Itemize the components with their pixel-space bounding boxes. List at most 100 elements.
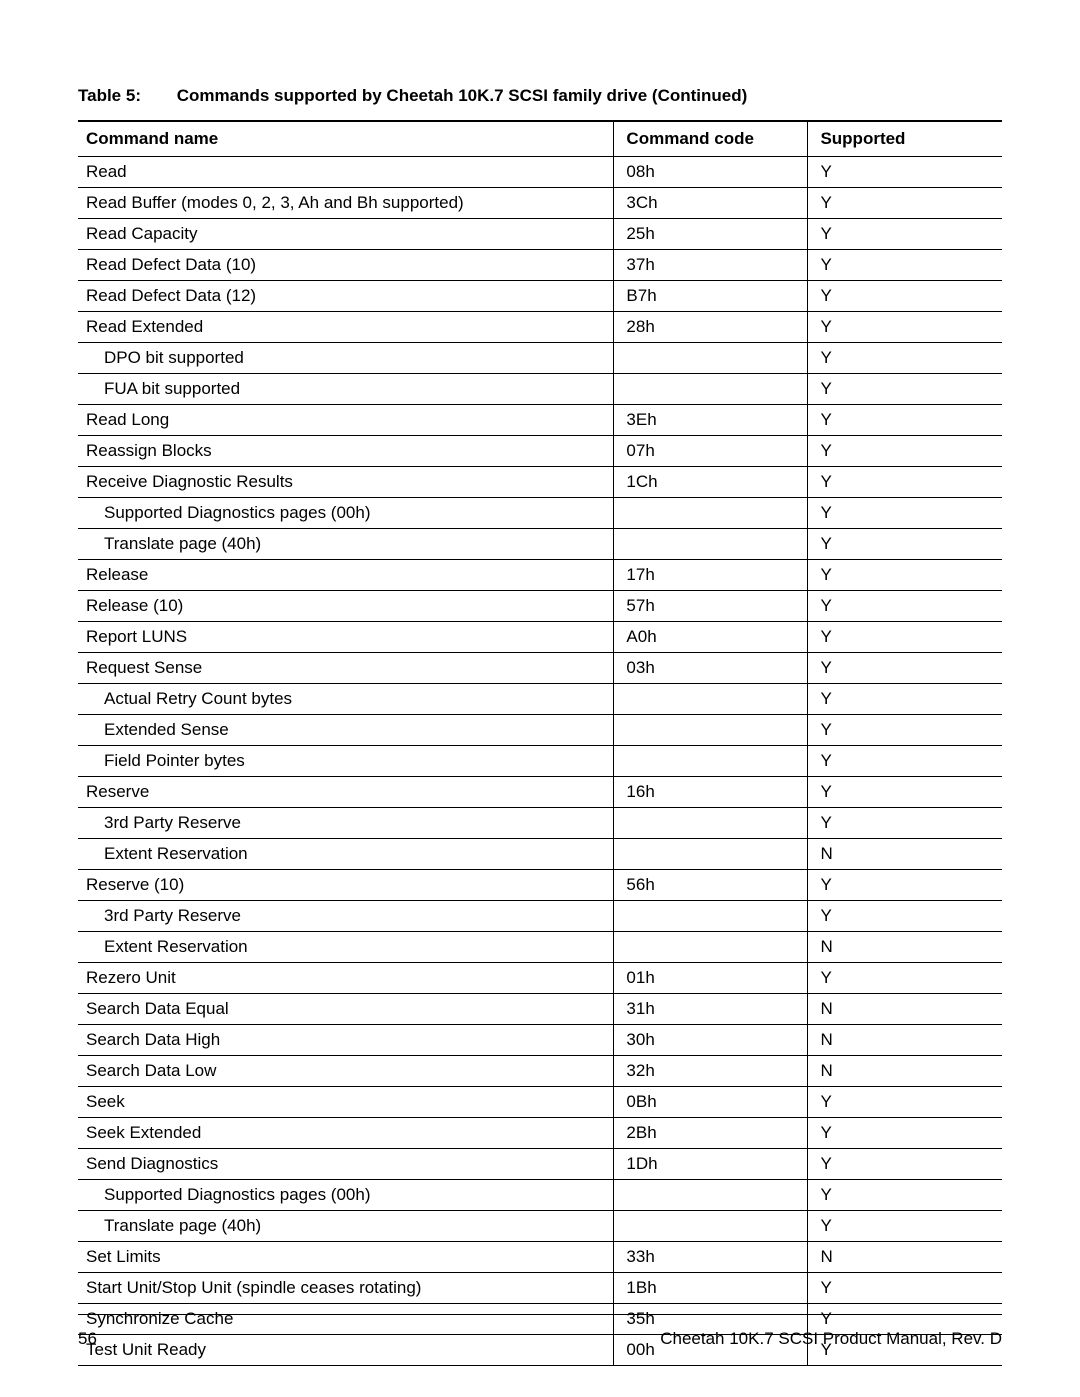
table-row: Supported Diagnostics pages (00h) Y	[78, 1180, 1002, 1211]
cell-command-code: 1Ch	[614, 467, 808, 498]
cell-command-code	[614, 1211, 808, 1242]
cell-command-name: Release	[78, 560, 614, 591]
table-row: DPO bit supportedY	[78, 343, 1002, 374]
command-name-text: Report LUNS	[86, 627, 187, 646]
cell-supported: Y	[808, 250, 1002, 281]
cell-command-code	[614, 343, 808, 374]
table-row: Read Buffer (modes 0, 2, 3, Ah and Bh su…	[78, 188, 1002, 219]
cell-supported: N	[808, 1025, 1002, 1056]
cell-command-code	[614, 839, 808, 870]
cell-command-name: Search Data High	[78, 1025, 614, 1056]
cell-command-name: Actual Retry Count bytes	[78, 684, 614, 715]
cell-command-code: 57h	[614, 591, 808, 622]
cell-supported: Y	[808, 622, 1002, 653]
cell-command-name: Reserve (10)	[78, 870, 614, 901]
cell-supported: Y	[808, 591, 1002, 622]
table-row: Extent ReservationN	[78, 839, 1002, 870]
cell-command-code: B7h	[614, 281, 808, 312]
cell-command-name: Field Pointer bytes	[78, 746, 614, 777]
cell-command-code: 25h	[614, 219, 808, 250]
cell-command-name: Supported Diagnostics pages (00h)	[78, 498, 614, 529]
cell-supported: Y	[808, 312, 1002, 343]
command-name-text: Supported Diagnostics pages (00h)	[86, 503, 371, 523]
cell-command-code: 1Dh	[614, 1149, 808, 1180]
table-row: Extent ReservationN	[78, 932, 1002, 963]
command-name-text: Read Defect Data (12)	[86, 286, 256, 305]
command-name-text: Reserve	[86, 782, 149, 801]
cell-command-code	[614, 529, 808, 560]
cell-command-code	[614, 1180, 808, 1211]
cell-command-code: 32h	[614, 1056, 808, 1087]
table-row: 3rd Party ReserveY	[78, 901, 1002, 932]
cell-command-code: 17h	[614, 560, 808, 591]
table-row: Translate page (40h)Y	[78, 529, 1002, 560]
cell-supported: Y	[808, 963, 1002, 994]
command-name-text: Send Diagnostics	[86, 1154, 218, 1173]
table-row: Release (10) 57hY	[78, 591, 1002, 622]
document-title: Cheetah 10K.7 SCSI Product Manual, Rev. …	[660, 1329, 1002, 1349]
page-footer: 56 Cheetah 10K.7 SCSI Product Manual, Re…	[78, 1314, 1002, 1349]
cell-command-name: Read Long	[78, 405, 614, 436]
cell-supported: Y	[808, 1180, 1002, 1211]
cell-command-name: Report LUNS	[78, 622, 614, 653]
cell-command-name: 3rd Party Reserve	[78, 808, 614, 839]
cell-supported: Y	[808, 653, 1002, 684]
cell-command-code	[614, 808, 808, 839]
cell-command-name: Search Data Equal	[78, 994, 614, 1025]
table-row: Send Diagnostics1DhY	[78, 1149, 1002, 1180]
table-number: Table 5:	[78, 86, 172, 106]
table-row: Read Long3EhY	[78, 405, 1002, 436]
cell-supported: Y	[808, 498, 1002, 529]
cell-supported: Y	[808, 870, 1002, 901]
table-row: Search Data Equal31hN	[78, 994, 1002, 1025]
cell-supported: Y	[808, 219, 1002, 250]
cell-command-code	[614, 374, 808, 405]
cell-supported: Y	[808, 529, 1002, 560]
cell-supported: Y	[808, 374, 1002, 405]
column-header-supported: Supported	[808, 121, 1002, 157]
command-name-text: Set Limits	[86, 1247, 161, 1266]
cell-supported: Y	[808, 746, 1002, 777]
cell-command-name: Request Sense	[78, 653, 614, 684]
cell-command-code: 33h	[614, 1242, 808, 1273]
command-name-text: Release (10)	[86, 596, 183, 615]
cell-supported: Y	[808, 715, 1002, 746]
cell-command-code	[614, 498, 808, 529]
cell-supported: Y	[808, 808, 1002, 839]
cell-command-name: Release (10)	[78, 591, 614, 622]
table-row: Translate page (40h)Y	[78, 1211, 1002, 1242]
cell-command-code: 37h	[614, 250, 808, 281]
table-row: Read Extended28hY	[78, 312, 1002, 343]
table-title: Commands supported by Cheetah 10K.7 SCSI…	[177, 86, 748, 105]
cell-supported: Y	[808, 684, 1002, 715]
table-row: FUA bit supportedY	[78, 374, 1002, 405]
cell-command-code: 3Eh	[614, 405, 808, 436]
command-name-text: Search Data Equal	[86, 999, 229, 1018]
cell-supported: N	[808, 839, 1002, 870]
table-row: Request Sense03hY	[78, 653, 1002, 684]
cell-command-code	[614, 746, 808, 777]
command-name-text: Rezero Unit	[86, 968, 176, 987]
table-row: Actual Retry Count bytes Y	[78, 684, 1002, 715]
cell-command-code: 0Bh	[614, 1087, 808, 1118]
command-name-text: Read	[86, 162, 127, 181]
cell-supported: Y	[808, 1087, 1002, 1118]
command-name-text: Read Long	[86, 410, 169, 429]
command-name-text: Seek	[86, 1092, 125, 1111]
command-name-text: Field Pointer bytes	[86, 751, 245, 771]
cell-command-name: Read Extended	[78, 312, 614, 343]
table-row: Reassign Blocks07hY	[78, 436, 1002, 467]
cell-command-code: 1Bh	[614, 1273, 808, 1304]
table-row: Read Defect Data (12)B7hY	[78, 281, 1002, 312]
command-name-text: Release	[86, 565, 148, 584]
cell-supported: N	[808, 994, 1002, 1025]
cell-command-name: Extent Reservation	[78, 932, 614, 963]
table-row: Release17hY	[78, 560, 1002, 591]
table-row: Report LUNSA0hY	[78, 622, 1002, 653]
table-header-row: Command name Command code Supported	[78, 121, 1002, 157]
table-row: Seek 0BhY	[78, 1087, 1002, 1118]
table-row: Read Capacity25hY	[78, 219, 1002, 250]
command-name-text: Supported Diagnostics pages (00h)	[86, 1185, 371, 1205]
cell-command-code: 56h	[614, 870, 808, 901]
table-row: Rezero Unit01hY	[78, 963, 1002, 994]
